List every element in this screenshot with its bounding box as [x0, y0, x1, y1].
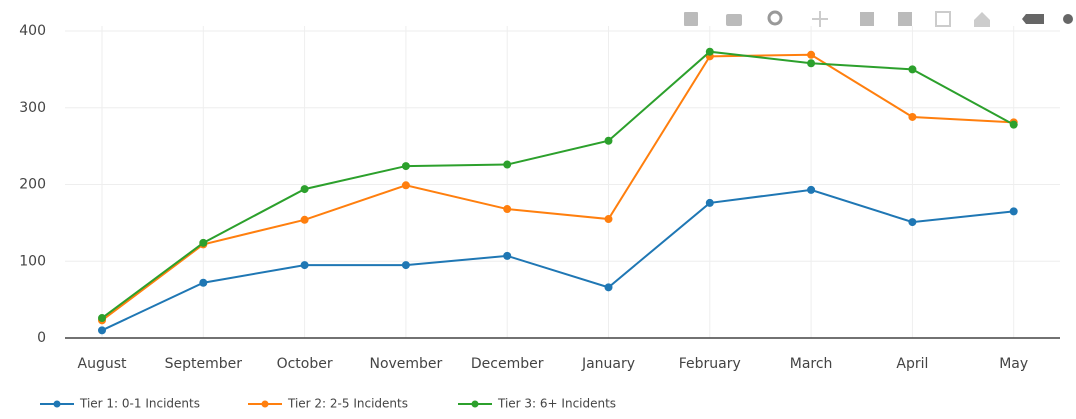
x-tick-label: October — [277, 356, 333, 372]
data-point — [98, 314, 106, 323]
modebar[interactable] — [684, 10, 1073, 27]
modebar-button[interactable] — [726, 14, 742, 26]
data-point — [300, 215, 309, 224]
legend-marker — [53, 400, 61, 408]
data-point — [908, 65, 917, 74]
x-tick-label: January — [581, 356, 635, 372]
data-point — [807, 185, 816, 194]
y-tick-label: 0 — [37, 330, 46, 346]
series-line — [101, 50, 1015, 319]
legend-label: Tier 1: 0-1 Incidents — [79, 397, 200, 411]
data-point — [604, 283, 613, 292]
data-point — [401, 181, 410, 190]
x-tick-label: November — [369, 356, 442, 372]
data-point — [705, 198, 714, 207]
modebar-button[interactable] — [898, 12, 912, 26]
x-tick-label: April — [896, 356, 928, 372]
data-point — [199, 238, 208, 247]
x-tick-label: February — [679, 356, 741, 372]
data-point — [1009, 207, 1018, 216]
data-point — [199, 278, 208, 287]
modebar-button[interactable] — [860, 12, 874, 26]
data-point — [300, 185, 309, 194]
legend-marker — [471, 400, 479, 408]
data-point — [503, 251, 512, 260]
modebar-button[interactable] — [812, 11, 828, 27]
modebar-button[interactable] — [767, 10, 783, 26]
modebar-button[interactable] — [1022, 14, 1044, 24]
data-point — [604, 136, 613, 145]
data-point — [503, 205, 512, 214]
x-tick-label: August — [78, 356, 128, 372]
data-point — [300, 261, 309, 270]
x-tick-label: March — [790, 356, 833, 372]
modebar-button[interactable] — [684, 12, 698, 26]
x-tick-label: December — [471, 356, 544, 372]
series-line — [101, 53, 1014, 322]
data-point — [705, 47, 714, 56]
data-point — [908, 112, 917, 121]
data-point — [503, 160, 512, 169]
series-line — [101, 188, 1014, 332]
legend-label: Tier 2: 2-5 Incidents — [287, 397, 408, 411]
legend-label: Tier 3: 6+ Incidents — [497, 397, 616, 411]
modebar-button[interactable] — [1063, 14, 1073, 24]
data-point — [98, 326, 106, 335]
modebar-button[interactable] — [935, 11, 951, 27]
data-point — [401, 162, 410, 171]
x-tick-label: September — [165, 356, 243, 372]
y-tick-label: 400 — [19, 23, 46, 39]
data-point — [1009, 120, 1018, 129]
y-tick-label: 200 — [19, 177, 46, 193]
x-tick-label: May — [999, 356, 1028, 372]
modebar-button[interactable] — [974, 12, 990, 27]
y-tick-label: 100 — [19, 253, 46, 269]
data-point — [807, 50, 816, 59]
y-tick-label: 300 — [19, 100, 46, 116]
data-point — [807, 59, 816, 68]
data-point — [604, 215, 613, 224]
legend-marker — [261, 400, 269, 408]
data-point — [401, 261, 410, 270]
data-point — [908, 218, 917, 227]
